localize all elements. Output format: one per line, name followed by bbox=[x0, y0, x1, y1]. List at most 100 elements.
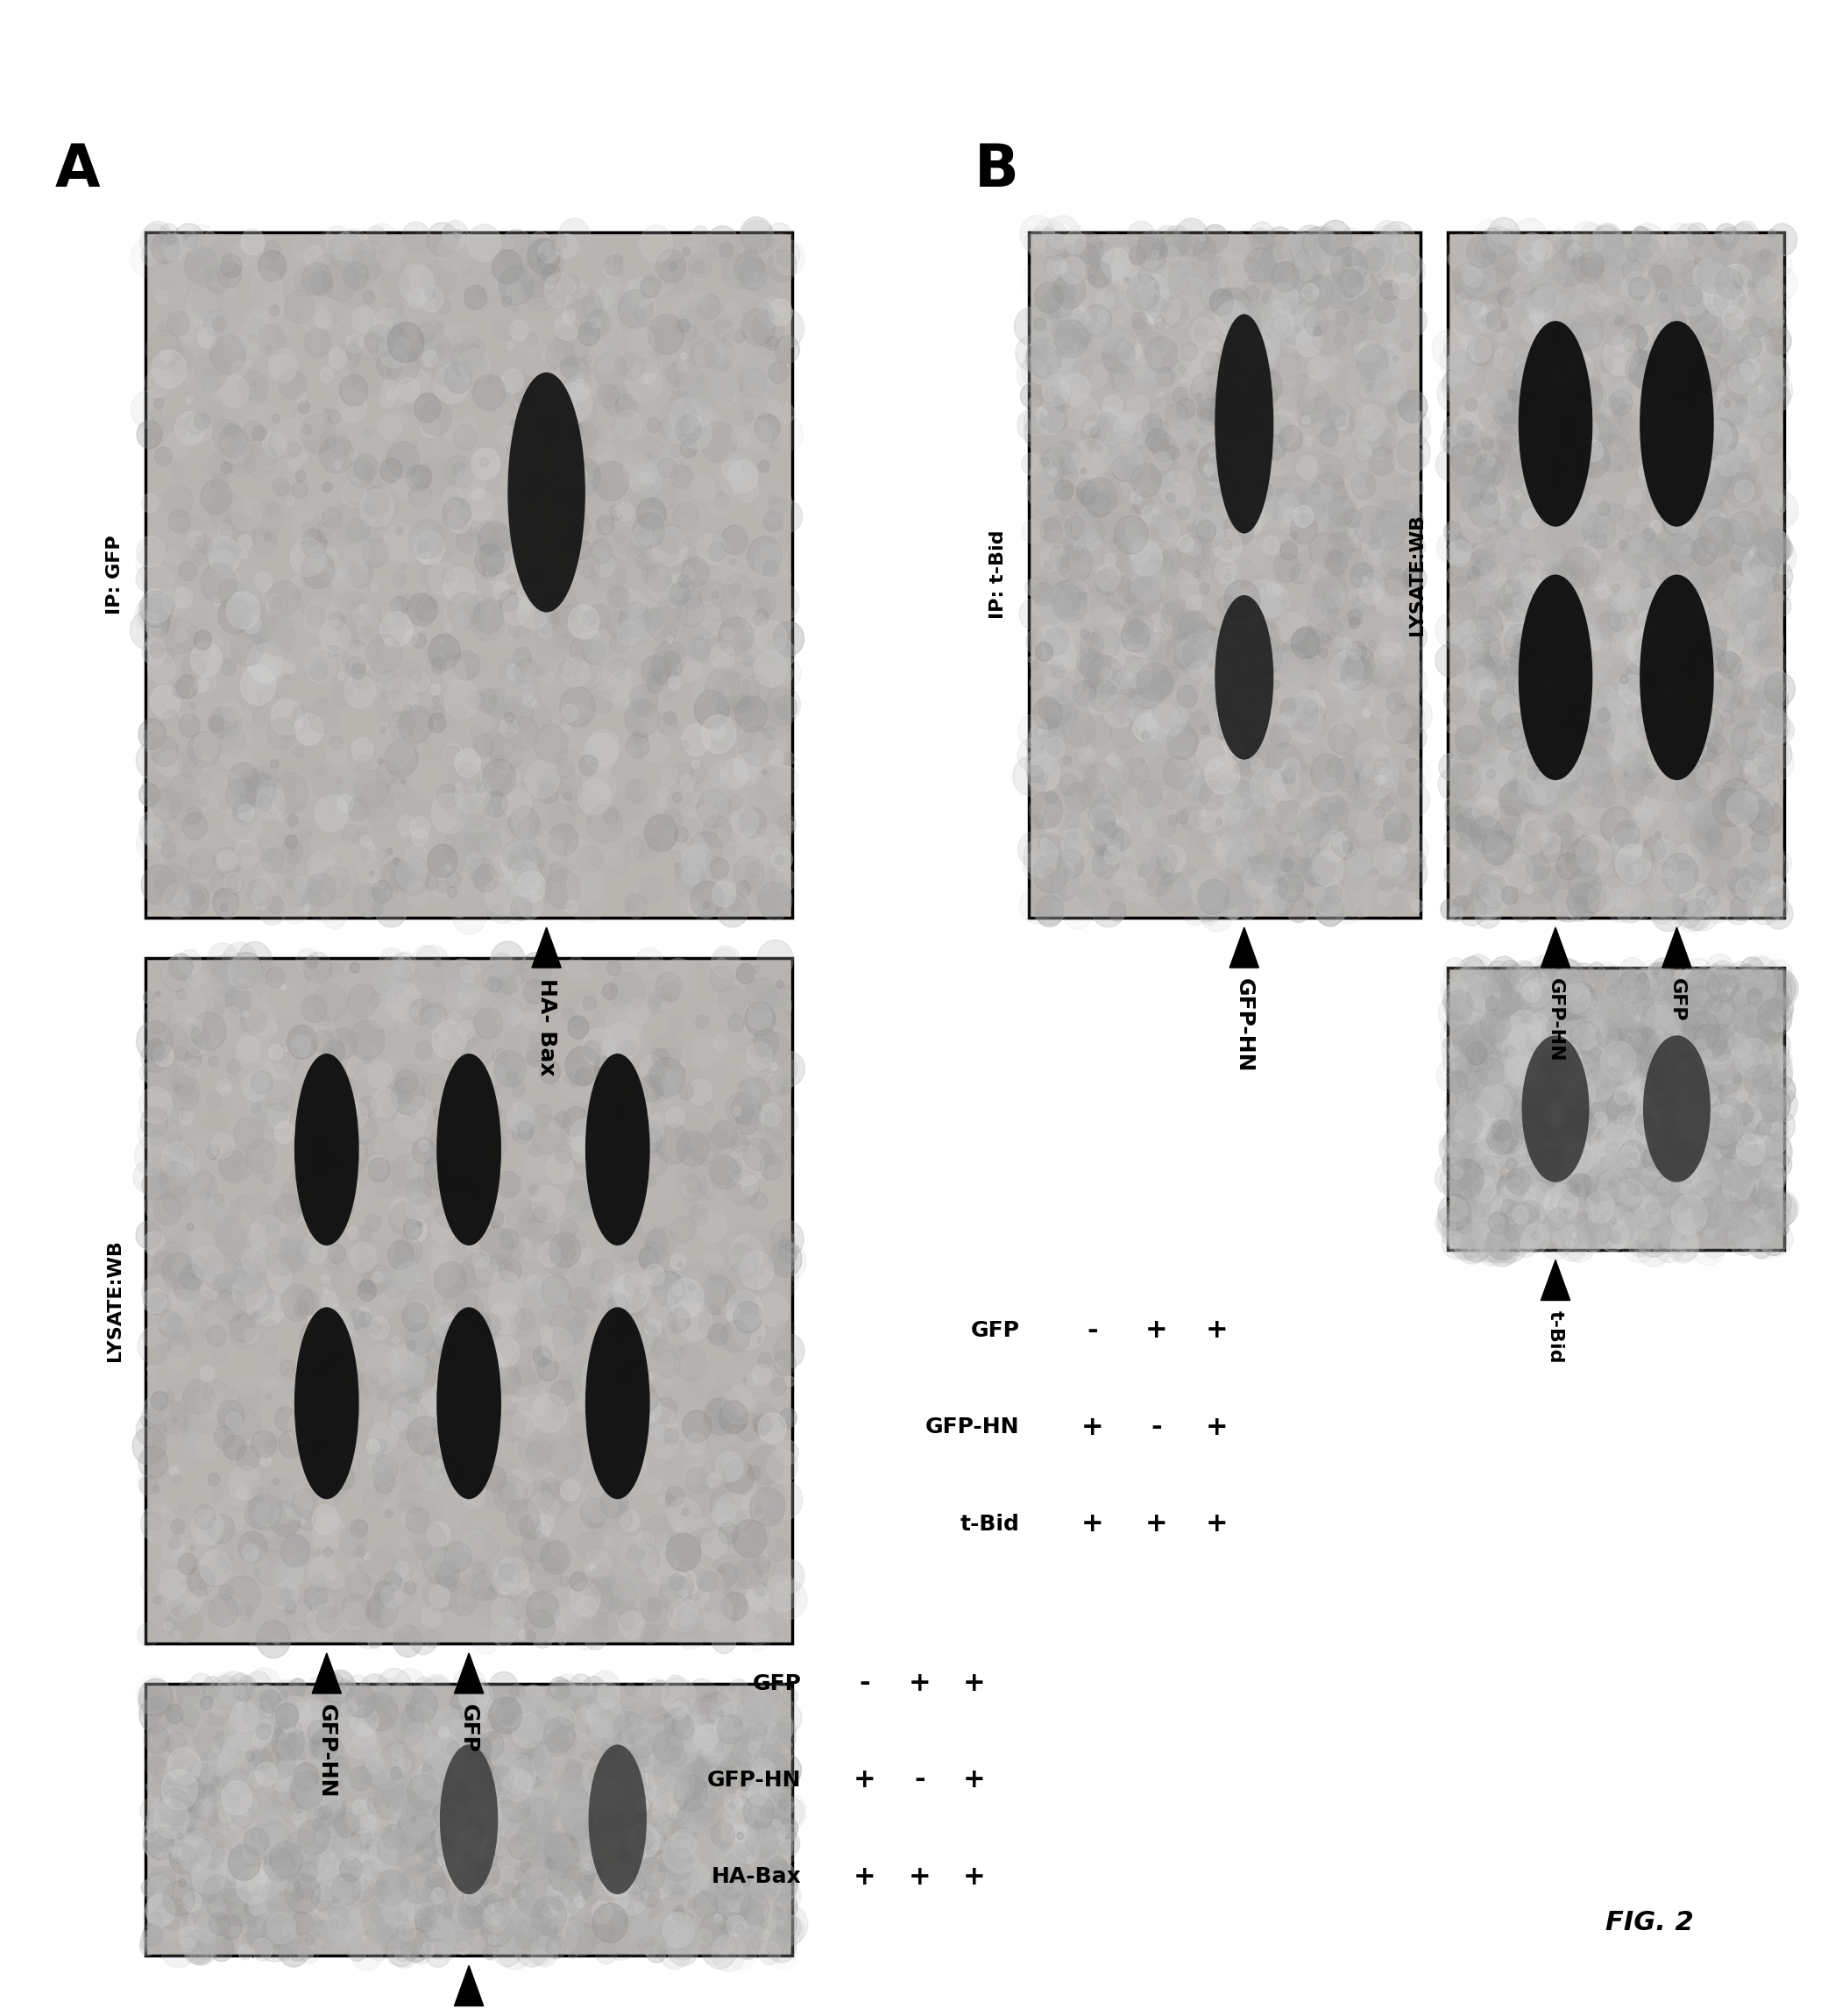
Circle shape bbox=[1652, 655, 1666, 673]
Circle shape bbox=[310, 1919, 335, 1947]
Circle shape bbox=[734, 1798, 743, 1806]
Circle shape bbox=[1724, 401, 1730, 407]
Circle shape bbox=[244, 1879, 279, 1917]
Circle shape bbox=[1506, 552, 1515, 560]
Circle shape bbox=[1080, 593, 1087, 601]
Circle shape bbox=[727, 1371, 730, 1377]
Circle shape bbox=[1235, 772, 1260, 798]
Circle shape bbox=[1351, 254, 1366, 270]
Circle shape bbox=[619, 1851, 626, 1859]
Circle shape bbox=[483, 752, 506, 778]
Circle shape bbox=[162, 415, 186, 444]
Circle shape bbox=[1632, 847, 1661, 879]
Circle shape bbox=[1218, 665, 1249, 700]
Circle shape bbox=[1763, 1191, 1774, 1204]
Circle shape bbox=[550, 1216, 557, 1224]
Circle shape bbox=[1282, 847, 1311, 877]
Circle shape bbox=[501, 1230, 519, 1250]
Circle shape bbox=[322, 901, 348, 929]
Circle shape bbox=[497, 1550, 508, 1562]
Circle shape bbox=[432, 1216, 457, 1244]
Circle shape bbox=[186, 544, 206, 566]
Circle shape bbox=[266, 1238, 300, 1276]
Circle shape bbox=[178, 1770, 188, 1782]
Circle shape bbox=[259, 1820, 290, 1855]
Circle shape bbox=[557, 1792, 586, 1826]
Circle shape bbox=[639, 470, 654, 486]
Circle shape bbox=[1399, 256, 1426, 286]
Circle shape bbox=[359, 1673, 390, 1708]
Circle shape bbox=[399, 730, 417, 750]
Circle shape bbox=[1675, 236, 1690, 252]
Circle shape bbox=[1129, 673, 1134, 679]
Circle shape bbox=[195, 353, 228, 391]
Circle shape bbox=[366, 1837, 381, 1855]
Circle shape bbox=[333, 651, 368, 687]
Circle shape bbox=[417, 1881, 444, 1911]
Circle shape bbox=[1646, 964, 1670, 990]
Circle shape bbox=[1648, 732, 1661, 748]
Circle shape bbox=[171, 1306, 206, 1347]
Circle shape bbox=[370, 1421, 397, 1454]
Circle shape bbox=[579, 778, 610, 814]
Circle shape bbox=[739, 808, 767, 839]
Circle shape bbox=[448, 593, 481, 629]
Circle shape bbox=[1541, 595, 1562, 619]
Circle shape bbox=[1723, 1159, 1752, 1191]
Circle shape bbox=[1297, 639, 1307, 653]
Circle shape bbox=[393, 1355, 399, 1363]
Circle shape bbox=[191, 236, 226, 274]
Circle shape bbox=[277, 1788, 290, 1802]
Circle shape bbox=[1502, 887, 1519, 905]
Circle shape bbox=[1721, 1147, 1728, 1153]
Circle shape bbox=[1357, 444, 1371, 460]
Circle shape bbox=[719, 361, 748, 393]
Circle shape bbox=[552, 1407, 565, 1421]
Circle shape bbox=[515, 1704, 544, 1734]
Circle shape bbox=[162, 851, 193, 887]
Circle shape bbox=[1714, 625, 1745, 659]
Circle shape bbox=[313, 698, 330, 716]
Circle shape bbox=[1581, 310, 1593, 325]
Circle shape bbox=[1564, 1208, 1570, 1214]
Circle shape bbox=[1508, 655, 1535, 687]
Circle shape bbox=[1759, 843, 1785, 873]
Circle shape bbox=[237, 1605, 253, 1621]
Circle shape bbox=[419, 1139, 430, 1151]
Circle shape bbox=[728, 450, 756, 480]
Circle shape bbox=[202, 1224, 208, 1230]
Circle shape bbox=[337, 1367, 362, 1395]
Circle shape bbox=[1714, 649, 1724, 661]
Circle shape bbox=[565, 1296, 595, 1331]
Circle shape bbox=[719, 242, 734, 258]
Circle shape bbox=[1730, 724, 1765, 760]
Circle shape bbox=[346, 1800, 377, 1833]
Circle shape bbox=[211, 962, 242, 996]
Circle shape bbox=[1311, 754, 1344, 792]
Circle shape bbox=[717, 1540, 754, 1581]
Circle shape bbox=[1326, 758, 1342, 776]
Circle shape bbox=[1606, 689, 1630, 716]
Circle shape bbox=[1040, 548, 1073, 585]
Circle shape bbox=[1063, 536, 1073, 544]
Circle shape bbox=[1734, 472, 1746, 484]
Circle shape bbox=[1322, 538, 1333, 550]
Circle shape bbox=[727, 1889, 748, 1913]
Circle shape bbox=[342, 1268, 359, 1286]
Circle shape bbox=[1450, 1040, 1457, 1048]
Circle shape bbox=[1566, 1008, 1599, 1044]
Circle shape bbox=[188, 1831, 204, 1849]
Circle shape bbox=[493, 1050, 526, 1087]
Circle shape bbox=[433, 1810, 450, 1831]
Circle shape bbox=[1688, 577, 1715, 607]
Circle shape bbox=[1748, 575, 1763, 593]
Circle shape bbox=[1497, 353, 1530, 387]
Circle shape bbox=[488, 500, 510, 524]
Circle shape bbox=[437, 1306, 452, 1322]
Circle shape bbox=[1659, 1189, 1672, 1206]
Circle shape bbox=[1619, 966, 1635, 986]
Circle shape bbox=[233, 550, 240, 558]
Circle shape bbox=[1448, 984, 1457, 994]
Circle shape bbox=[612, 1847, 621, 1855]
Circle shape bbox=[219, 579, 244, 609]
